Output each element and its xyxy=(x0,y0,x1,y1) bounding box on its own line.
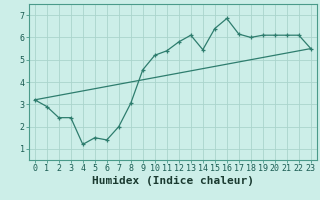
X-axis label: Humidex (Indice chaleur): Humidex (Indice chaleur) xyxy=(92,176,254,186)
